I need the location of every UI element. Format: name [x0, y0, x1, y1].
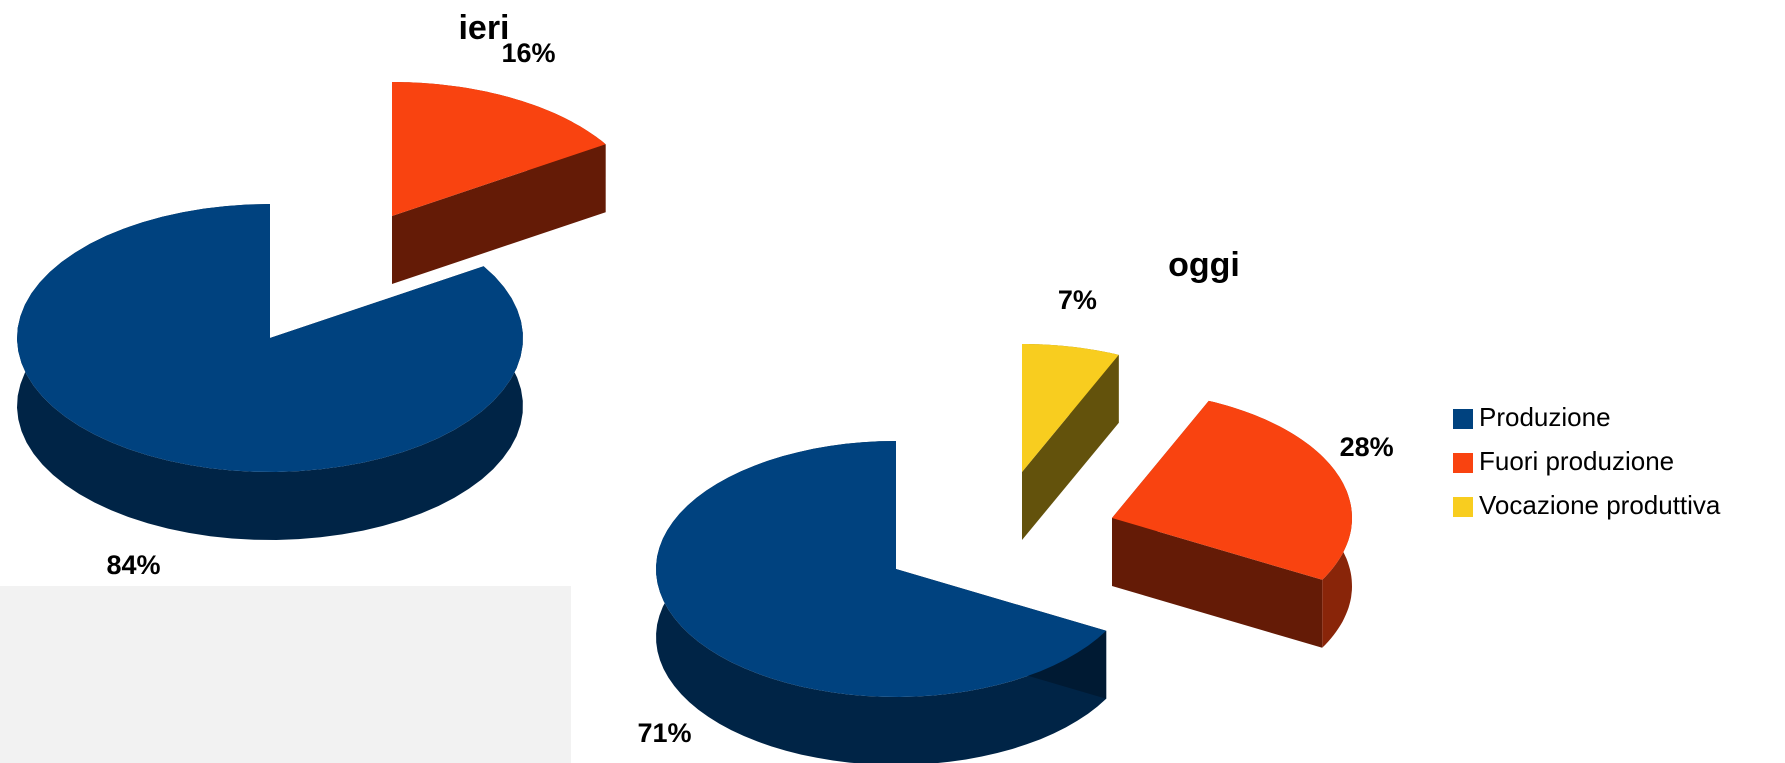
slice: [656, 441, 1107, 697]
data-label: 84%: [106, 550, 160, 580]
legend-label: Vocazione produttiva: [1479, 490, 1721, 520]
legend-swatch: [1453, 453, 1473, 473]
slice: [17, 204, 523, 472]
chart-title: ieri: [458, 9, 509, 47]
legend-label: Produzione: [1479, 402, 1611, 432]
data-label: 71%: [638, 718, 692, 748]
slice-wall: [392, 144, 606, 284]
slice-wall: [1022, 354, 1119, 540]
legend-swatch: [1453, 497, 1473, 517]
slice-wall: [1112, 518, 1323, 648]
data-label: 7%: [1058, 285, 1097, 315]
legend-label: Fuori produzione: [1479, 446, 1674, 476]
slice: [1112, 400, 1352, 580]
chart-title: oggi: [1168, 246, 1240, 284]
legend-swatch: [1453, 409, 1473, 429]
background-panel: [0, 586, 571, 763]
data-label: 28%: [1340, 432, 1394, 462]
data-label: 16%: [501, 38, 555, 68]
slice: [392, 82, 606, 216]
slice: [1022, 344, 1119, 472]
